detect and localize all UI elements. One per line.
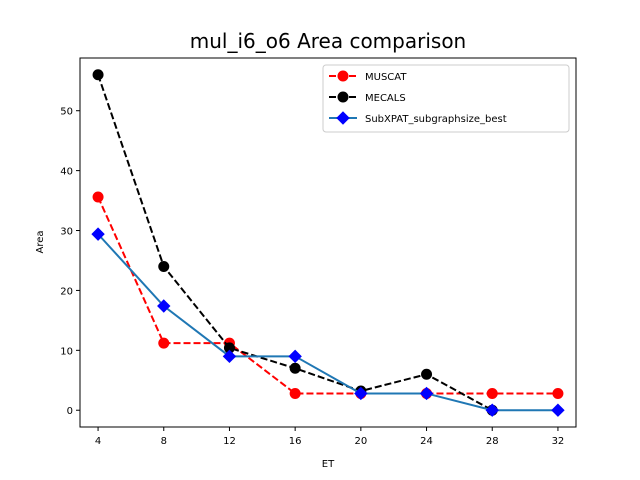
data-point [92,191,104,203]
x-tick-label: 28 [486,436,499,447]
y-tick-label: 0 [67,406,73,417]
x-tick-label: 24 [420,436,433,447]
legend-entry: MUSCAT [329,70,407,83]
legend-box [322,64,570,133]
data-point [289,362,301,374]
y-tick-label: 10 [60,346,73,357]
x-tick-label: 4 [95,436,101,447]
legend-marker [336,111,350,125]
legend-entry: SubXPAT_subgraphsize_best [329,111,507,125]
data-point [486,387,498,399]
y-axis-label: Area [35,230,46,253]
data-point [419,386,434,401]
legend-marker [337,70,349,82]
chart-title: mul_i6_o6 Area comparison [190,29,466,53]
series-subxpat-subgraphsize-best [91,227,565,417]
data-point [158,260,170,272]
y-tick-label: 40 [60,167,73,178]
x-tick-label: 16 [289,436,302,447]
x-axis-ticks: 4 8 12 16 20 24 28 32 [95,427,564,447]
legend-label: MUSCAT [365,72,407,83]
data-point [552,387,564,399]
legend-label: SubXPAT_subgraphsize_best [365,114,507,125]
series-layer [91,69,565,417]
data-point [222,349,237,364]
x-tick-label: 20 [354,436,367,447]
y-axis-ticks: 0 10 20 30 40 50 [60,107,80,417]
data-point [158,337,170,349]
data-point [157,299,171,313]
y-tick-label: 50 [60,107,73,118]
data-point [354,386,368,401]
legend-marker [337,91,349,103]
legend-entry: MECALS [329,91,406,104]
x-axis-label: ET [322,459,335,470]
series-line [97,233,558,412]
series-line [97,196,558,395]
x-tick-label: 12 [223,436,236,447]
data-point [92,69,104,81]
data-point [421,368,433,380]
x-tick-label: 8 [161,436,167,447]
x-tick-label: 32 [552,436,565,447]
data-point [288,349,302,364]
data-point [485,403,499,417]
y-tick-label: 20 [60,286,73,297]
data-point [91,227,105,241]
y-tick-label: 30 [60,227,73,238]
legend: MUSCAT MECALS SubXPAT_subgraphsize_best [322,64,570,133]
plot-area [79,57,577,428]
data-point [289,387,301,399]
data-point [551,403,565,417]
legend-label: MECALS [365,93,406,104]
